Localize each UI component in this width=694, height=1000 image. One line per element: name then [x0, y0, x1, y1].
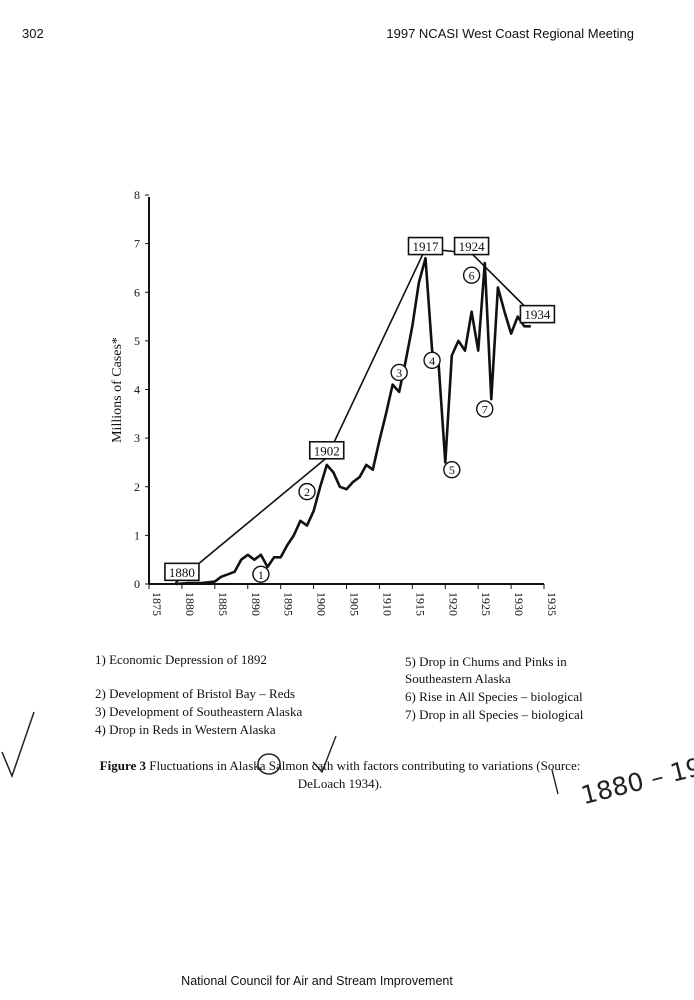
- caption-text: Fluctuations in Alaska Salmon cath with …: [149, 758, 581, 773]
- x-tick-label: 1935: [545, 592, 559, 616]
- y-tick-label: 4: [134, 383, 140, 397]
- catch-series-line: [175, 256, 531, 586]
- marker-label: 6: [469, 269, 475, 283]
- marker-label: 1: [258, 568, 264, 582]
- year-labels: 1880 1902 1917 1924 1934: [164, 236, 556, 582]
- legend-item-6: 6) Rise in All Species – biological: [405, 689, 583, 704]
- running-title: 1997 NCASI West Coast Regional Meeting: [386, 26, 634, 41]
- year-label: 1902: [314, 443, 340, 458]
- x-tick-label: 1875: [150, 592, 164, 616]
- year-label: 1924: [459, 239, 486, 254]
- marker-circle: [298, 482, 316, 501]
- figure-label: Figure 3: [99, 758, 146, 773]
- year-label-box: [164, 562, 200, 582]
- y-axis-ticks: 0 1 2 3 4 5 6 7 8: [134, 188, 149, 591]
- year-label: 1880: [169, 565, 195, 580]
- y-tick-label: 3: [134, 431, 140, 445]
- marker-circle: [252, 565, 270, 583]
- year-label-box: [407, 236, 444, 256]
- legend-item-4: 4) Drop in Reds in Western Alaska: [95, 722, 276, 737]
- marker-label: 3: [396, 366, 402, 380]
- legend-item-2: 2) Development of Bristol Bay – Reds: [95, 686, 296, 701]
- year-label-box: [308, 440, 345, 460]
- marker-circle: [462, 266, 481, 284]
- legend-item-3: 3) Development of Southeastern Alaska: [95, 704, 303, 719]
- marker-label: 7: [482, 402, 488, 416]
- marker-circle: [423, 351, 441, 370]
- marker-circle: [390, 363, 408, 382]
- y-tick-label: 0: [134, 577, 140, 591]
- x-tick-label: 1920: [446, 592, 460, 616]
- x-axis-ticks: 1875 1880 1885 1890 1895 1900 1905 1910 1915 1920…: [148, 584, 559, 616]
- y-tick-label: 2: [134, 480, 140, 494]
- x-tick-label: 1900: [315, 592, 329, 616]
- y-tick-label: 1: [134, 528, 140, 542]
- handwritten-marks: [1, 711, 559, 795]
- caption-source: DeLoach 1934).: [297, 775, 383, 791]
- legend-item-5-cont: Southeastern Alaska: [405, 671, 511, 686]
- x-tick-label: 1905: [348, 592, 362, 616]
- y-tick-label: 8: [134, 188, 140, 202]
- marker-label: 4: [429, 354, 435, 368]
- figure-caption: Figure 3 Fluctuations in Alaska Salmon c…: [40, 757, 640, 792]
- y-tick-label: 6: [134, 285, 140, 299]
- x-tick-label: 1885: [216, 592, 230, 616]
- x-tick-label: 1910: [380, 592, 394, 616]
- salmon-catch-chart: 1875 1880 1885 1890 1895 1900 1905 1910 1915 1920…: [110, 188, 559, 616]
- x-tick-label: 1915: [413, 592, 427, 616]
- marker-label: 5: [449, 463, 455, 477]
- page-number: 302: [22, 26, 44, 41]
- pen-stroke-icon: [551, 769, 559, 795]
- legend-item-1: 1) Economic Depression of 1892: [95, 652, 267, 667]
- check-mark-icon: [1, 711, 35, 779]
- marker-circle: [476, 400, 494, 418]
- y-tick-label: 5: [134, 334, 140, 348]
- year-label: 1934: [524, 307, 551, 322]
- y-tick-label: 7: [134, 237, 140, 251]
- marker-label: 2: [304, 485, 310, 499]
- legend-item-5: 5) Drop in Chums and Pinks in: [405, 654, 567, 669]
- year-label-box: [453, 236, 490, 256]
- year-label: 1917: [413, 239, 440, 254]
- x-tick-label: 1880: [183, 592, 197, 616]
- x-tick-label: 1895: [282, 592, 296, 616]
- circle-mark-icon: [257, 753, 281, 775]
- legend-item-7: 7) Drop in all Species – biological: [405, 707, 584, 722]
- x-tick-label: 1930: [512, 592, 526, 616]
- factor-markers: 1 2 3 4 5 6 7: [252, 266, 494, 583]
- y-axis-label: Millions of Cases*: [110, 337, 125, 443]
- x-tick-label: 1925: [479, 592, 493, 616]
- page-footer: National Council for Air and Stream Impr…: [181, 974, 453, 988]
- x-tick-label: 1890: [249, 592, 263, 616]
- marker-circle: [443, 461, 461, 479]
- check-mark-icon-2: [312, 735, 337, 774]
- year-label-box: [519, 304, 556, 324]
